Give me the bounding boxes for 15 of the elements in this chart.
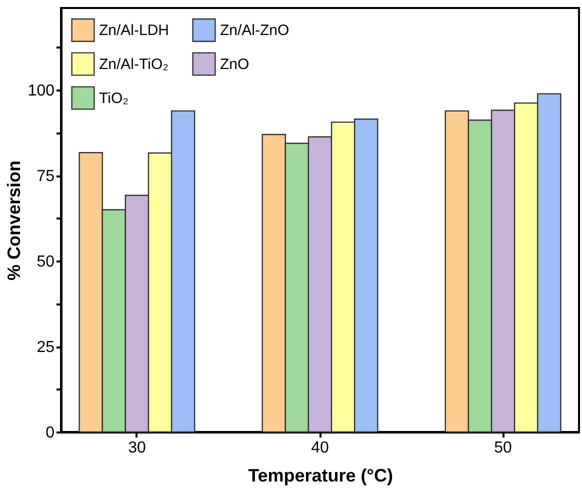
x-tick-label: 50 (494, 440, 512, 456)
y-tick-label: 50 (36, 254, 55, 271)
y-tick-label: 100 (28, 82, 55, 100)
legend-label: TiO₂ (99, 90, 129, 107)
legend-label: Zn/Al-TiO₂ (99, 56, 169, 73)
y-tick-label: 75 (36, 168, 55, 186)
y-tick-label: 0 (46, 424, 55, 442)
x-tick-label: 30 (128, 440, 146, 456)
x-axis-title: Temperature (°C) (248, 466, 393, 486)
legend-label: Zn/Al-ZnO (220, 22, 290, 40)
y-axis-title: % Conversion (4, 160, 24, 281)
legend-label: ZnO (220, 56, 250, 73)
legend-label: Zn/Al-LDH (99, 22, 170, 40)
y-tick-label: 25 (36, 339, 55, 356)
x-tick-label: 40 (311, 440, 329, 456)
